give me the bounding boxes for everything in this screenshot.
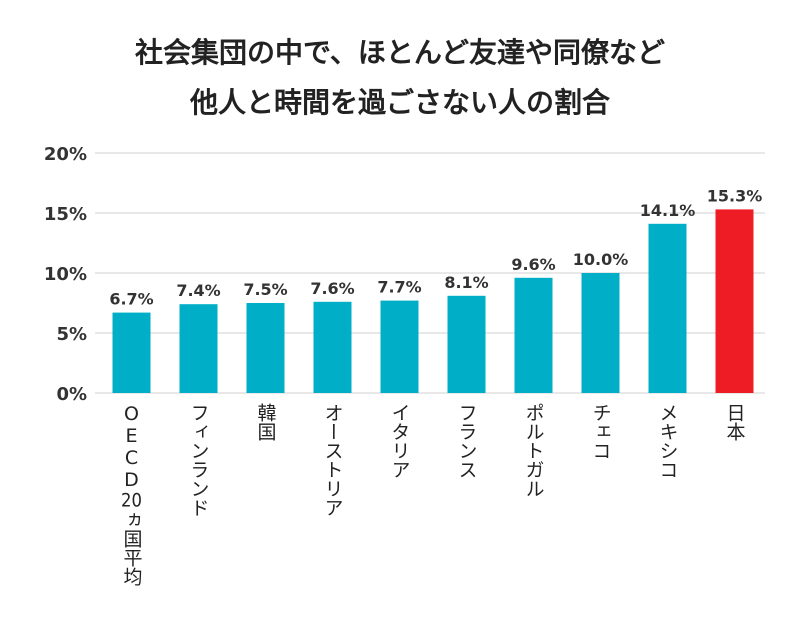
chart-title-line-1: 社会集団の中で、ほとんど友達や同僚など [134, 36, 666, 69]
data-label: 9.6% [511, 255, 555, 274]
chart-title-line-2: 他人と時間を過ごさない人の割合 [189, 86, 610, 119]
bar [246, 303, 285, 393]
x-tick-label: OECD20ヵ国平均 [120, 403, 143, 586]
data-label: 15.3% [707, 186, 763, 205]
x-tick-label: チェコ [589, 403, 612, 460]
data-label: 6.7% [109, 290, 153, 309]
bar [112, 312, 151, 393]
data-label: 7.4% [176, 281, 220, 300]
y-tick-label: 0% [56, 384, 87, 405]
bar [179, 304, 218, 393]
x-tick-label: ポルトガル [522, 403, 545, 498]
x-tick-label: フィンランド [187, 403, 210, 517]
x-tick-label: メキシコ [656, 403, 679, 479]
data-label: 7.5% [243, 280, 287, 299]
bar [447, 295, 486, 393]
data-label: 8.1% [444, 273, 488, 292]
x-tick-label: オーストリア [321, 403, 344, 517]
bar [648, 223, 687, 393]
x-tick-label: イタリア [388, 403, 411, 479]
bar [581, 273, 620, 393]
data-label: 10.0% [573, 250, 629, 269]
bar [514, 277, 553, 393]
x-tick-label: フランス [455, 403, 478, 479]
y-tick-label: 10% [44, 264, 87, 285]
bar [715, 209, 754, 393]
bar [380, 300, 419, 393]
data-label: 14.1% [640, 201, 696, 220]
bar [313, 301, 352, 393]
data-label: 7.7% [377, 278, 421, 297]
y-tick-label: 15% [44, 204, 87, 225]
chart-title: 社会集団の中で、ほとんど友達や同僚など 他人と時間を過ごさない人の割合 [0, 28, 800, 128]
y-tick-label: 20% [44, 144, 87, 165]
data-label: 7.6% [310, 279, 354, 298]
y-tick-label: 5% [56, 324, 87, 345]
x-tick-label: 日本 [723, 403, 746, 441]
x-tick-label: 韓国 [254, 403, 277, 441]
